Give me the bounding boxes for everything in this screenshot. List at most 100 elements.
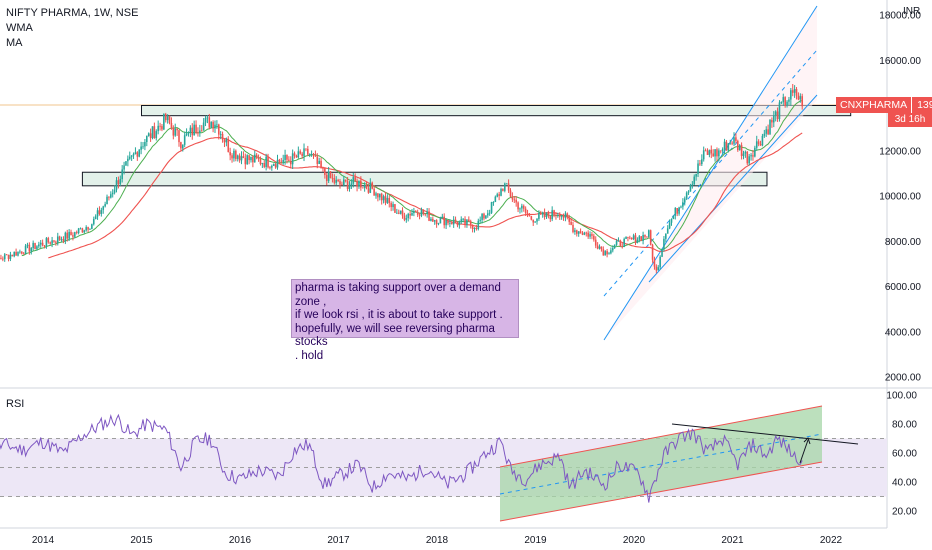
candle-body bbox=[206, 117, 209, 119]
candle-body bbox=[159, 125, 161, 127]
candle-body bbox=[504, 183, 506, 191]
rsi-tick-20.00: 20.00 bbox=[892, 507, 917, 518]
ma-legend[interactable]: MA bbox=[6, 37, 23, 49]
candle-body bbox=[329, 171, 332, 178]
time-tick-2020: 2020 bbox=[623, 535, 646, 546]
rsi-line[interactable] bbox=[0, 413, 803, 503]
candle-body bbox=[498, 194, 500, 196]
candle-body bbox=[737, 140, 739, 151]
demand-zone-1[interactable] bbox=[141, 105, 852, 117]
candle-body bbox=[683, 198, 686, 203]
candle-body bbox=[163, 113, 165, 130]
candle-body bbox=[371, 182, 374, 189]
candle-body bbox=[532, 219, 535, 223]
candle-body bbox=[524, 208, 527, 214]
candle-body bbox=[449, 222, 451, 224]
rsi-legend[interactable]: RSI bbox=[6, 398, 25, 410]
rsi-tick-100.00: 100.00 bbox=[886, 391, 917, 402]
candle-body bbox=[174, 128, 177, 136]
price-axis[interactable]: 18000.0016000.0014000.0012000.0010000.00… bbox=[879, 11, 921, 384]
candle-body bbox=[657, 267, 660, 271]
candle-body bbox=[695, 173, 697, 177]
candle-body bbox=[755, 141, 758, 148]
candle-body bbox=[140, 146, 142, 150]
candle-body bbox=[721, 149, 724, 152]
annotation-note[interactable]: pharma is taking support over a demand z… bbox=[291, 279, 519, 362]
candle-body bbox=[655, 266, 658, 271]
rsi-channel-middle[interactable] bbox=[499, 433, 823, 495]
candle-body bbox=[346, 181, 349, 189]
rsi-trendline[interactable] bbox=[671, 423, 859, 445]
candle-body bbox=[517, 202, 519, 210]
candle-body bbox=[55, 241, 57, 243]
candle-body bbox=[735, 137, 737, 141]
candle-body bbox=[384, 196, 387, 203]
candle-body bbox=[219, 133, 222, 135]
candle-body bbox=[335, 179, 338, 183]
candle-body bbox=[396, 212, 398, 214]
candle-body bbox=[490, 202, 493, 213]
candle-body bbox=[502, 188, 504, 191]
candle-body bbox=[469, 221, 472, 226]
candle-body bbox=[437, 223, 440, 225]
candle-body bbox=[659, 256, 661, 268]
candle-body bbox=[221, 133, 224, 140]
candle-body bbox=[452, 219, 455, 225]
time-axis[interactable]: 2014 2015 2016 2017 2018 2019 2020 2021 2022 bbox=[32, 535, 843, 546]
rsi-channel-lower[interactable] bbox=[499, 461, 823, 522]
candle-body bbox=[39, 242, 42, 245]
chart-legend: NIFTY PHARMA, 1W, NSE WMA MA bbox=[6, 6, 138, 51]
candle-body bbox=[111, 192, 114, 195]
time-tick-2018: 2018 bbox=[426, 535, 449, 546]
symbol-title[interactable]: NIFTY PHARMA, 1W, NSE bbox=[6, 7, 139, 19]
rsi-tick-80.00: 80.00 bbox=[892, 420, 917, 431]
candle-body bbox=[62, 239, 65, 242]
candle-body bbox=[26, 244, 29, 246]
demand-zone-2[interactable] bbox=[81, 171, 768, 187]
main-pane[interactable] bbox=[0, 5, 887, 341]
candle-body bbox=[110, 194, 112, 198]
rsi-axis[interactable]: 100.00 80.00 60.00 40.00 20.00 bbox=[886, 391, 917, 518]
candle-body bbox=[271, 165, 273, 168]
candle-body bbox=[689, 185, 692, 192]
candle-body bbox=[519, 208, 521, 210]
candle-body bbox=[51, 240, 53, 244]
candle-body bbox=[278, 159, 281, 162]
candle-body bbox=[460, 219, 463, 222]
candle-body bbox=[132, 153, 135, 156]
candle-body bbox=[60, 239, 63, 241]
channel-middle-line[interactable] bbox=[603, 49, 818, 297]
candle-body bbox=[752, 155, 754, 157]
candle-body bbox=[771, 119, 773, 123]
candle-body bbox=[356, 180, 358, 187]
candle-body bbox=[488, 212, 491, 214]
candle-body bbox=[594, 239, 597, 246]
candle-body bbox=[435, 220, 438, 225]
candle-body bbox=[466, 219, 468, 225]
wma-legend[interactable]: WMA bbox=[6, 22, 33, 34]
candle-body bbox=[81, 228, 84, 233]
candle-body bbox=[399, 210, 402, 214]
candle-body bbox=[485, 215, 487, 219]
candle-body bbox=[782, 97, 785, 103]
candle-body bbox=[665, 233, 667, 239]
candle-body bbox=[646, 236, 648, 238]
candle-body bbox=[261, 163, 264, 165]
candle-body bbox=[108, 196, 110, 198]
candle-body bbox=[352, 177, 355, 184]
wma-line[interactable] bbox=[48, 132, 803, 259]
channel-lower-line[interactable] bbox=[648, 94, 818, 283]
candle-body bbox=[3, 254, 6, 260]
candle-body bbox=[240, 156, 243, 161]
candle-body bbox=[424, 213, 427, 215]
rsi-pane[interactable] bbox=[0, 405, 887, 522]
rsi-arrow-head-icon bbox=[803, 437, 811, 445]
candle-body bbox=[606, 251, 608, 255]
candle-body bbox=[348, 184, 351, 189]
candle-body bbox=[308, 154, 311, 155]
candle-body bbox=[113, 189, 116, 193]
candle-body bbox=[481, 213, 483, 220]
candle-body bbox=[343, 179, 345, 185]
candle-body bbox=[11, 254, 14, 257]
